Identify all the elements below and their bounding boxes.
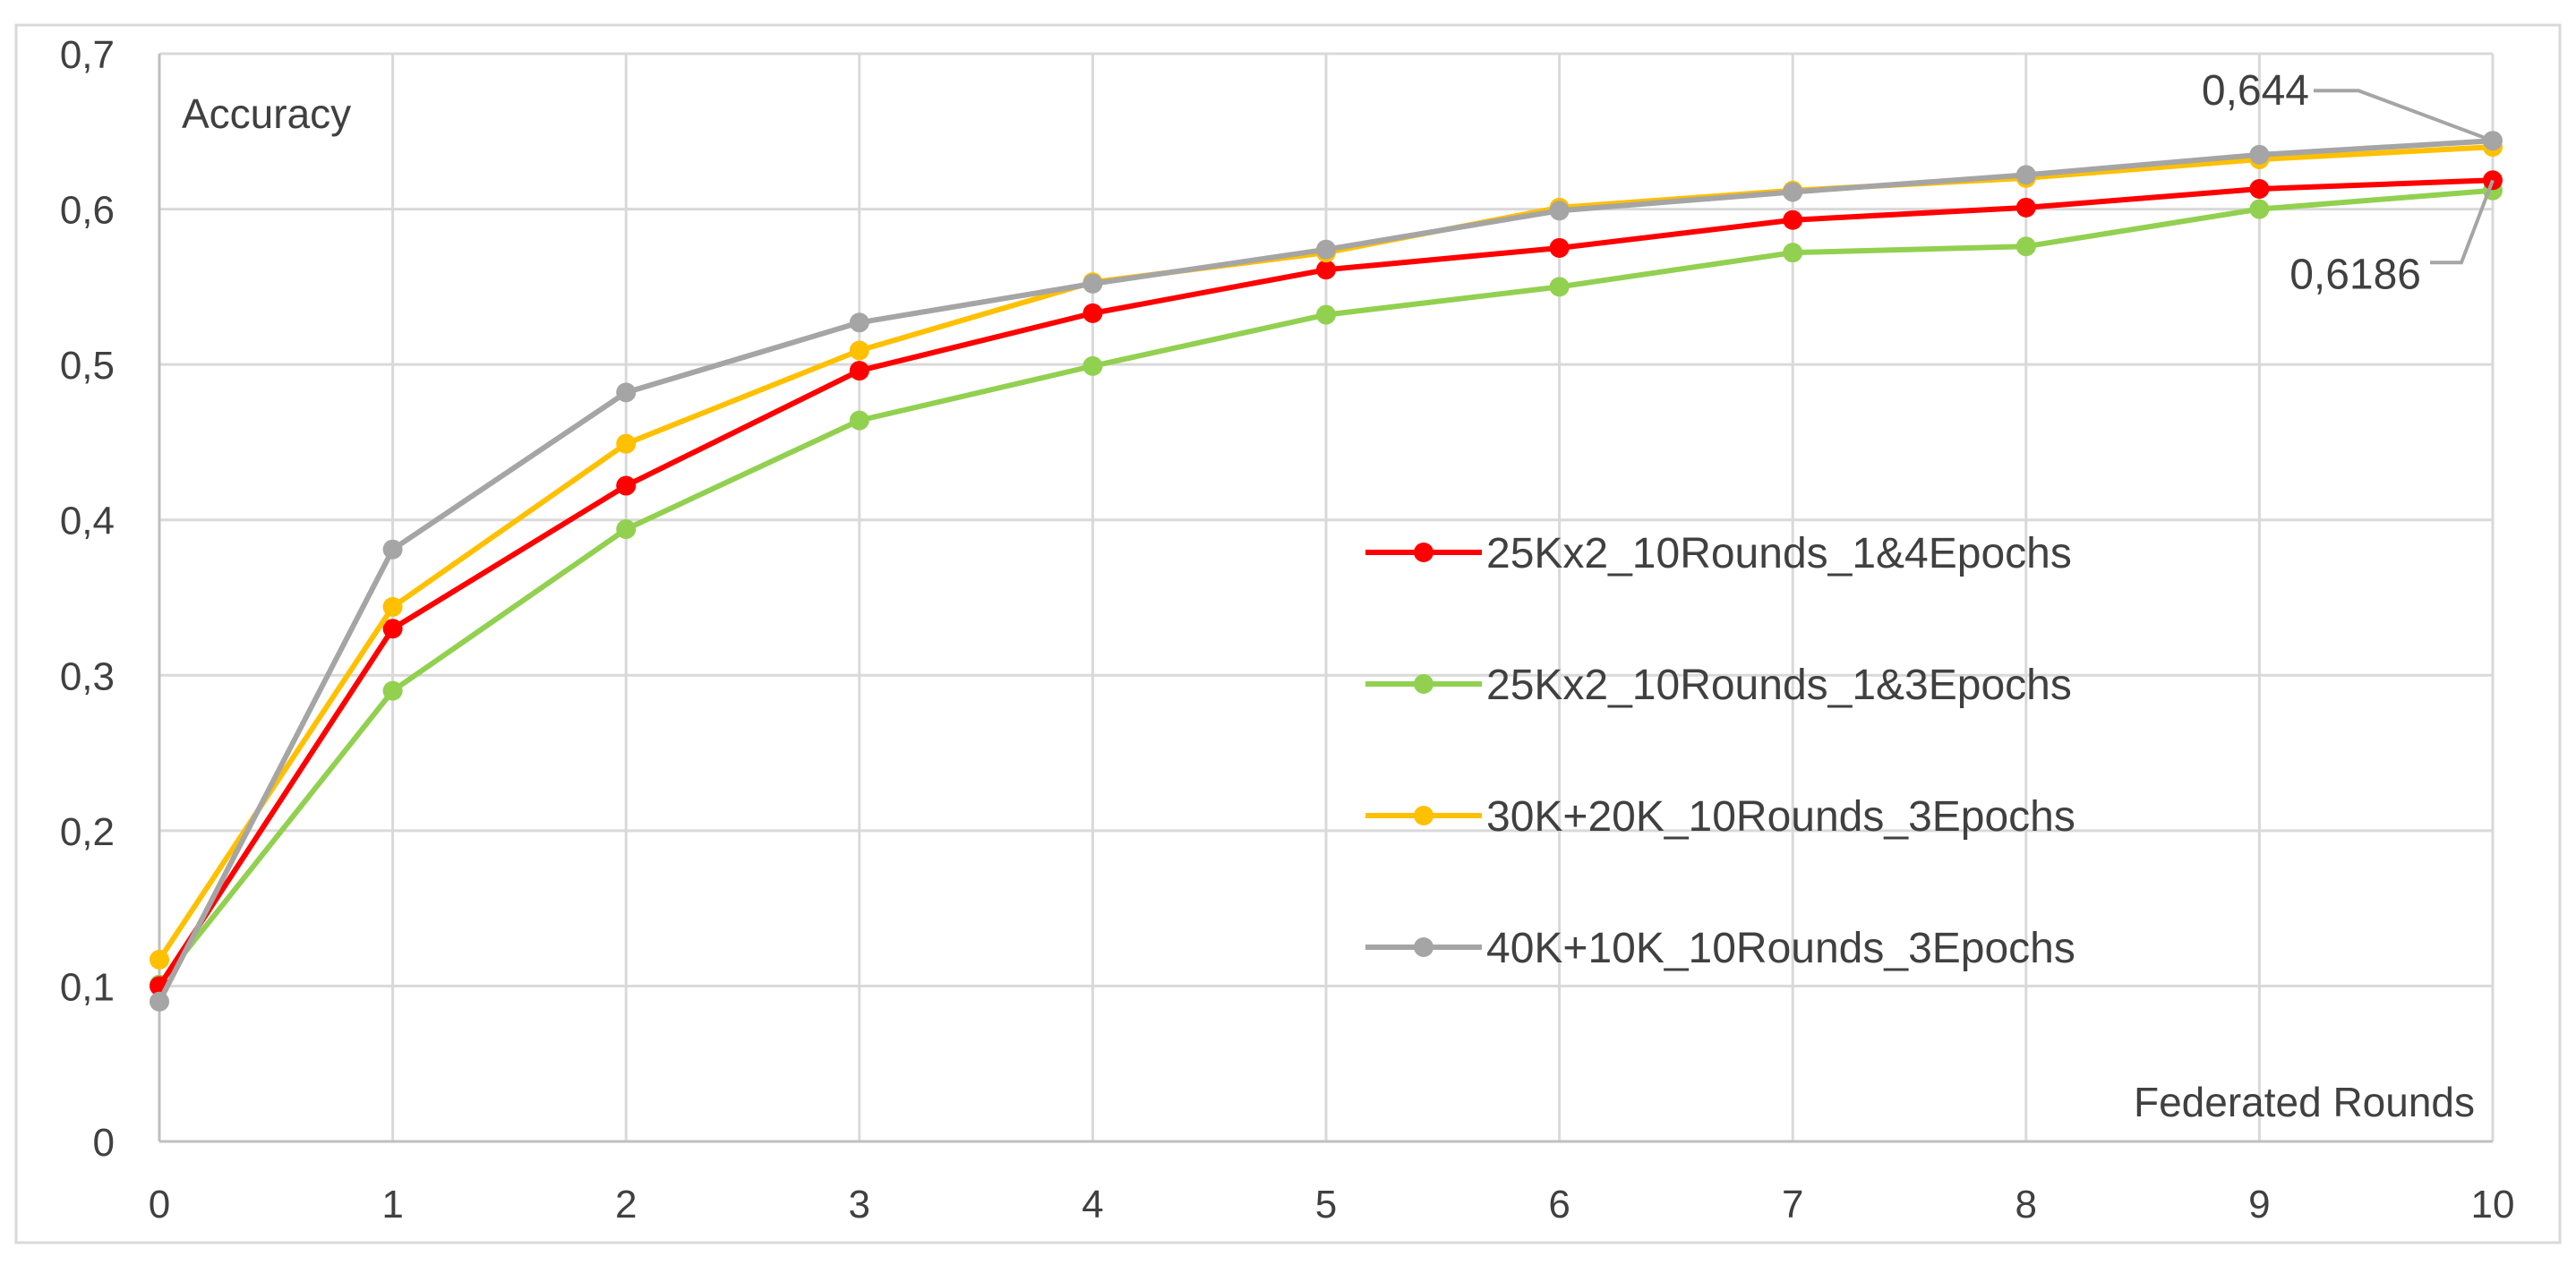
- y-tick-label: 0,6: [60, 189, 115, 233]
- y-tick-label: 0,7: [60, 33, 115, 77]
- data-point: [1549, 277, 1570, 297]
- series-lines: [150, 131, 2503, 1012]
- data-point: [382, 619, 403, 639]
- data-point: [2249, 179, 2270, 200]
- y-axis-label: Accuracy: [182, 90, 351, 137]
- data-point: [382, 539, 403, 560]
- data-point: [1783, 209, 1803, 230]
- data-point: [2015, 165, 2036, 185]
- x-tick-label: 7: [1782, 1183, 1803, 1227]
- data-point: [382, 680, 403, 701]
- x-tick-label: 10: [2471, 1183, 2515, 1227]
- axes: 0 0,1 0,2 0,3 0,4 0,5 0,6 0,7 0 1 2 3 4 5 6 7 8 9 10: [60, 33, 2515, 1227]
- x-tick-label: 4: [1082, 1183, 1103, 1227]
- data-point: [1083, 355, 1103, 376]
- data-annotations: 0,644 0,6186: [2202, 67, 2495, 298]
- y-tick-label: 0,2: [60, 810, 115, 854]
- data-point: [1316, 239, 1336, 260]
- x-tick-label: 0: [149, 1183, 170, 1227]
- data-point: [616, 475, 637, 496]
- x-axis-label: Federated Rounds: [2134, 1079, 2475, 1125]
- data-annotation-label: 0,6186: [2289, 251, 2421, 298]
- data-point: [150, 949, 169, 970]
- data-point: [1316, 304, 1336, 325]
- legend-entry-label: 40K+10K_10Rounds_3Epochs: [1486, 925, 2075, 972]
- data-point: [1549, 201, 1570, 221]
- legend-swatch-marker: [1414, 937, 1433, 957]
- x-tick-label: 5: [1315, 1183, 1337, 1227]
- data-point: [150, 991, 169, 1012]
- x-tick-label: 9: [2248, 1183, 2270, 1227]
- y-tick-label: 0,1: [60, 965, 115, 1009]
- data-point: [2015, 236, 2036, 257]
- y-tick-label: 0,4: [60, 500, 115, 543]
- data-point: [1083, 273, 1103, 294]
- x-tick-label: 8: [2015, 1183, 2037, 1227]
- legend-swatch-marker: [1414, 806, 1433, 825]
- data-point: [2249, 144, 2270, 165]
- data-point: [616, 519, 637, 540]
- data-point: [1083, 303, 1103, 323]
- data-point: [849, 340, 869, 361]
- data-point: [849, 361, 869, 381]
- y-tick-label: 0,3: [60, 654, 115, 698]
- legend: 25Kx2_10Rounds_1&4Epochs 25Kx2_10Rounds_1…: [1365, 530, 2075, 972]
- data-point: [849, 312, 869, 333]
- data-annotation-label: 0,644: [2202, 67, 2309, 115]
- data-point: [616, 433, 637, 454]
- data-point: [382, 596, 403, 617]
- x-tick-label: 6: [1548, 1183, 1570, 1227]
- data-point: [849, 410, 869, 431]
- data-point: [1783, 182, 1803, 202]
- y-tick-label: 0: [93, 1121, 115, 1165]
- data-point: [1549, 237, 1570, 258]
- gridlines: [159, 52, 2495, 1141]
- y-tick-label: 0,5: [60, 344, 115, 388]
- legend-swatch-marker: [1414, 674, 1433, 694]
- x-tick-label: 2: [615, 1183, 637, 1227]
- annotation-leader-line: [2314, 89, 2494, 143]
- annotation-leader-line: [2430, 179, 2495, 265]
- data-point: [1783, 243, 1803, 263]
- data-point: [616, 382, 637, 403]
- x-tick-label: 1: [381, 1183, 403, 1227]
- legend-swatch-marker: [1414, 543, 1433, 562]
- legend-entry-label: 30K+20K_10Rounds_3Epochs: [1486, 793, 2075, 841]
- legend-entry-label: 25Kx2_10Rounds_1&3Epochs: [1486, 662, 2072, 709]
- legend-entry-label: 25Kx2_10Rounds_1&4Epochs: [1486, 530, 2072, 577]
- data-point: [1316, 260, 1336, 280]
- data-point: [2015, 197, 2036, 218]
- x-tick-label: 3: [849, 1183, 870, 1227]
- data-point: [2249, 199, 2270, 219]
